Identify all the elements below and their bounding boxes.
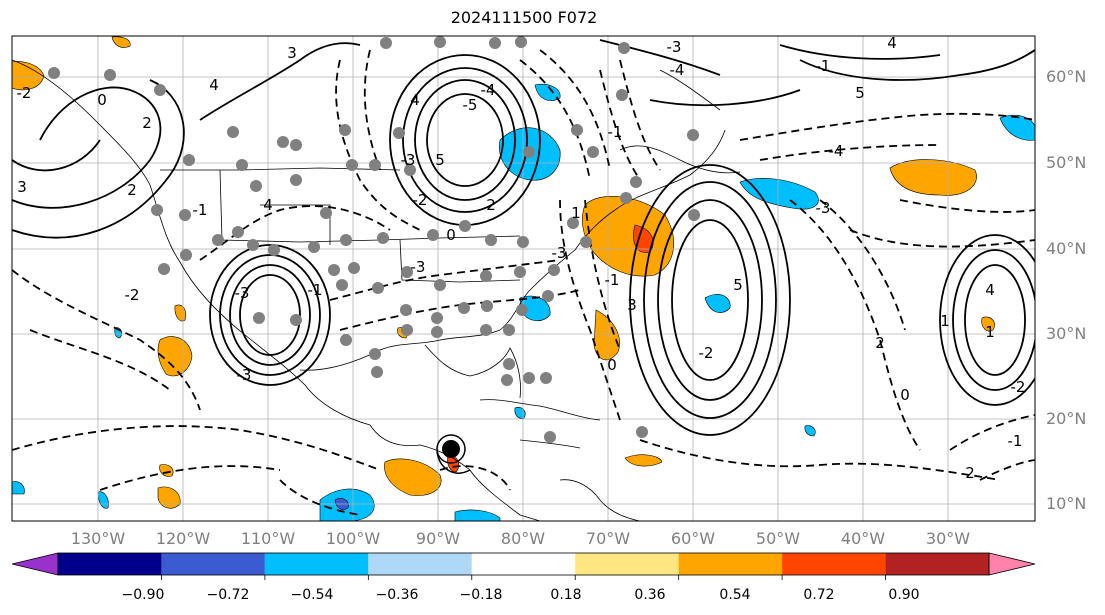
lat-label-40n: 40°N [1046, 239, 1087, 258]
colorbar-frame [57, 552, 990, 576]
contours-dashed [12, 49, 1035, 516]
contour-label: 4 [887, 34, 897, 52]
contour-label: -3 [235, 284, 250, 302]
contour-label: -5 [463, 96, 478, 114]
map-title: 2024111500 F072 [450, 8, 598, 27]
contour-label: 0 [900, 386, 910, 404]
lat-label-20n: 20°N [1046, 409, 1087, 428]
colorbar-tick-label: −0.36 [375, 587, 419, 603]
contour-label: -3 [411, 258, 426, 276]
contour-label: -1 [308, 281, 323, 299]
contour-label: -1 [608, 123, 623, 141]
contour-label: -2 [125, 286, 140, 304]
colorbar-swatch [471, 553, 576, 575]
contour-label: -1 [816, 57, 831, 75]
contour-label: 0 [446, 226, 456, 244]
colorbar-tick-label: −0.18 [459, 587, 503, 603]
lon-label-130w: 130°W [70, 529, 126, 548]
contour-label: 0 [607, 356, 617, 374]
colorbar-tick-label: −0.90 [121, 587, 165, 603]
colorbar-swatch [678, 553, 783, 575]
contour-label: 5 [855, 84, 865, 102]
contour-label: 2 [965, 464, 975, 482]
contour-label: -2 [17, 84, 32, 102]
contour-label: -1 [1008, 432, 1023, 450]
lon-label-80w: 80°W [500, 529, 546, 548]
storm-center-marker [436, 434, 471, 474]
colorbar-swatch [58, 553, 162, 575]
contour-label: -2 [699, 344, 714, 362]
contour-label: 4 [985, 281, 995, 299]
contour-label: 2 [486, 196, 496, 214]
contour-label: 2 [875, 334, 885, 352]
lon-label-90w: 90°W [415, 529, 461, 548]
contour-label: -3 [816, 199, 831, 217]
colorbar [11, 552, 1036, 580]
contour-label: 4 [263, 196, 273, 214]
colorbar-tick-label: −0.54 [290, 587, 334, 603]
contour-label: 1 [571, 204, 581, 222]
colorbar-tick-label: 0.72 [803, 587, 835, 603]
contour-label: 4 [209, 76, 219, 94]
lon-label-120w: 120°W [155, 529, 211, 548]
contour-label: 3 [627, 296, 637, 314]
contour-label: 0 [97, 91, 107, 109]
contour-label: -2 [1011, 378, 1026, 396]
lon-label-110w: 110°W [240, 529, 296, 548]
contour-label: 5 [435, 151, 445, 169]
lon-label-50w: 50°W [755, 529, 801, 548]
contour-label: -3 [552, 244, 567, 262]
colorbar-swatch [161, 553, 265, 575]
colorbar-swatch [782, 553, 886, 575]
contour-label: -2 [413, 191, 428, 209]
contour-label: -4 [670, 61, 685, 79]
colorbar-tick-label: 0.18 [550, 587, 582, 603]
colorbar-swatch [885, 553, 989, 575]
lat-label-60n: 60°N [1046, 67, 1087, 86]
contour-label: 5 [733, 276, 743, 294]
contour-label: 1 [940, 312, 950, 330]
contour-label: -3 [401, 151, 416, 169]
lon-label-100w: 100°W [325, 529, 381, 548]
lon-label-70w: 70°W [585, 529, 631, 548]
contour-label: -4 [481, 81, 496, 99]
lon-label-60w: 60°W [670, 529, 716, 548]
contours-solid [12, 39, 1035, 436]
colorbar-swatch [264, 553, 369, 575]
gray-station-markers [48, 36, 700, 443]
contour-label: -1 [193, 201, 208, 219]
colorbar-swatch [368, 553, 472, 575]
lon-label-40w: 40°W [840, 529, 886, 548]
colorbar-tick-label: 0.36 [634, 587, 666, 603]
contour-label: -3 [237, 366, 252, 384]
contour-label: -3 [667, 38, 682, 56]
contour-label: 4 [410, 91, 420, 109]
lat-label-10n: 10°N [1046, 494, 1087, 513]
colorbar-tick-label: 0.90 [888, 587, 920, 603]
contour-label: 3 [17, 178, 27, 196]
contour-label: 3 [287, 44, 297, 62]
contour-label: 2 [142, 114, 152, 132]
contour-label: -1 [605, 271, 620, 289]
contour-label: 1 [985, 323, 995, 341]
contour-label: 2 [127, 181, 137, 199]
contour-label: -4 [829, 142, 844, 160]
colorbar-tick-label: −0.72 [206, 587, 250, 603]
lat-label-30n: 30°N [1046, 324, 1087, 343]
lon-label-30w: 30°W [925, 529, 971, 548]
lat-label-50n: 50°N [1046, 153, 1087, 172]
negative-anomaly-fill [12, 83, 1035, 521]
colorbar-swatch [575, 553, 679, 575]
colorbar-extend-low [11, 552, 59, 576]
colorbar-tick-label: 0.54 [719, 587, 751, 603]
colorbar-extend-high [988, 552, 1036, 576]
